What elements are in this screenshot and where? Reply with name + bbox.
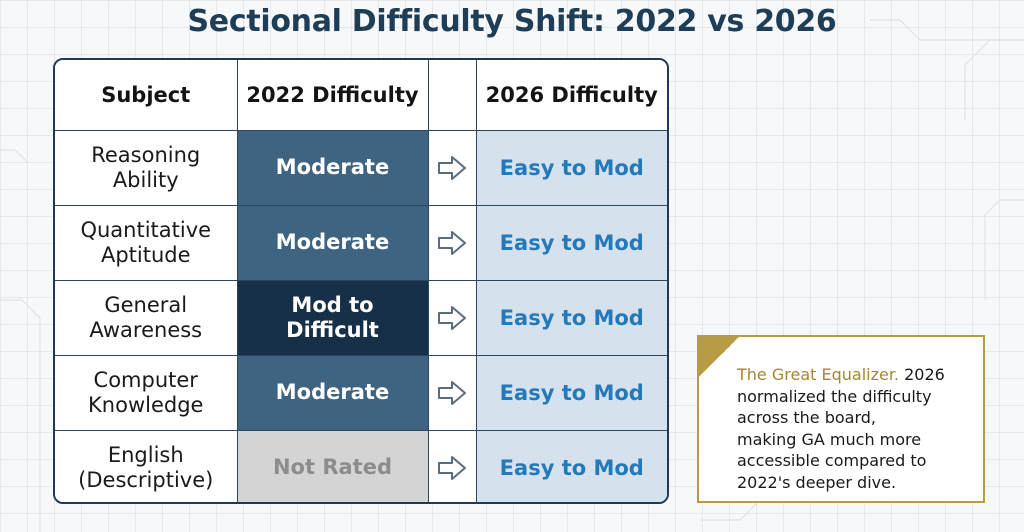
arrow-cell (427, 279, 477, 356)
header-2026-difficulty: 2026 Difficulty (475, 60, 667, 131)
table-header-row: Subject 2022 Difficulty 2026 Difficulty (55, 60, 667, 131)
callout-line-5: accessible compared to (737, 451, 927, 470)
subject-cell: English (Descriptive) (55, 429, 238, 502)
difficulty-2022-cell: Moderate (236, 129, 429, 206)
subject-line-1: General (104, 292, 188, 317)
subject-cell: General Awareness (55, 279, 238, 356)
table-row: Reasoning Ability Moderate Easy to Mod (55, 129, 667, 206)
callout-text: The Great Equalizer. 2026 normalized the… (737, 364, 981, 493)
right-arrow-icon (438, 305, 466, 330)
header-2022-difficulty: 2022 Difficulty (236, 60, 429, 131)
subject-line-2: (Descriptive) (78, 467, 214, 492)
difficulty-2022-text: Moderate (275, 155, 390, 179)
difficulty-2022-cell: Moderate (236, 204, 429, 281)
right-arrow-icon (438, 230, 466, 255)
callout-note: The Great Equalizer. 2026 normalized the… (697, 335, 985, 503)
difficulty-2022-text-line-1: Mod to (291, 292, 374, 317)
right-arrow-icon (438, 455, 466, 480)
callout-line-1-rest: 2026 (899, 365, 945, 384)
difficulty-2022-text: Moderate (275, 380, 390, 404)
subject-line-2: Awareness (89, 317, 203, 342)
arrow-cell (427, 204, 477, 281)
right-arrow-icon (438, 155, 466, 180)
subject-line-2: Aptitude (100, 242, 191, 267)
callout-line-3: across the board, (737, 408, 877, 427)
table-row: English (Descriptive) Not Rated Easy to … (55, 429, 667, 502)
subject-line-2: Knowledge (88, 392, 204, 417)
difficulty-2022-cell: Moderate (236, 354, 429, 431)
arrow-cell (427, 129, 477, 206)
difficulty-table: Subject 2022 Difficulty 2026 Difficulty … (53, 58, 669, 504)
page-title: Sectional Difficulty Shift: 2022 vs 2026 (187, 4, 837, 39)
subject-cell: Reasoning Ability (55, 129, 238, 206)
subject-line-1: English (107, 442, 184, 467)
subject-line-1: Reasoning (91, 142, 201, 167)
callout-line-6: 2022's deeper dive. (737, 472, 897, 492)
difficulty-2022-cell: Mod to Difficult (236, 279, 429, 356)
difficulty-2022-text: Not Rated (272, 455, 392, 480)
subject-cell: Quantitative Aptitude (55, 204, 238, 281)
callout-corner-accent (697, 335, 741, 379)
table-row: Computer Knowledge Moderate Easy to Mod (55, 354, 667, 431)
table-row: Quantitative Aptitude Moderate Easy to M… (55, 204, 667, 281)
difficulty-2026-cell: Easy to Mod (475, 279, 667, 356)
subject-line-2: Ability (112, 167, 179, 192)
subject-line-1: Computer (93, 367, 198, 392)
difficulty-2026-cell: Easy to Mod (475, 129, 667, 206)
subject-line-1: Quantitative (80, 217, 212, 242)
difficulty-2026-cell: Easy to Mod (475, 204, 667, 281)
difficulty-2022-text: Moderate (275, 230, 390, 254)
callout-line-2: normalized the difficulty (737, 386, 932, 406)
difficulty-2022-text-line-2: Difficult (286, 317, 379, 342)
arrow-cell (427, 354, 477, 431)
subject-cell: Computer Knowledge (55, 354, 238, 431)
right-arrow-icon (438, 380, 466, 405)
callout-line-4: making GA much more (737, 429, 922, 449)
header-subject: Subject (55, 60, 238, 131)
callout-lead: The Great Equalizer. (737, 365, 900, 384)
difficulty-2022-cell: Not Rated (236, 429, 429, 502)
difficulty-2026-cell: Easy to Mod (475, 429, 667, 502)
header-arrow (427, 60, 477, 131)
difficulty-2026-cell: Easy to Mod (475, 354, 667, 431)
arrow-cell (427, 429, 477, 502)
table-row: General Awareness Mod to Difficult Easy … (55, 279, 667, 356)
